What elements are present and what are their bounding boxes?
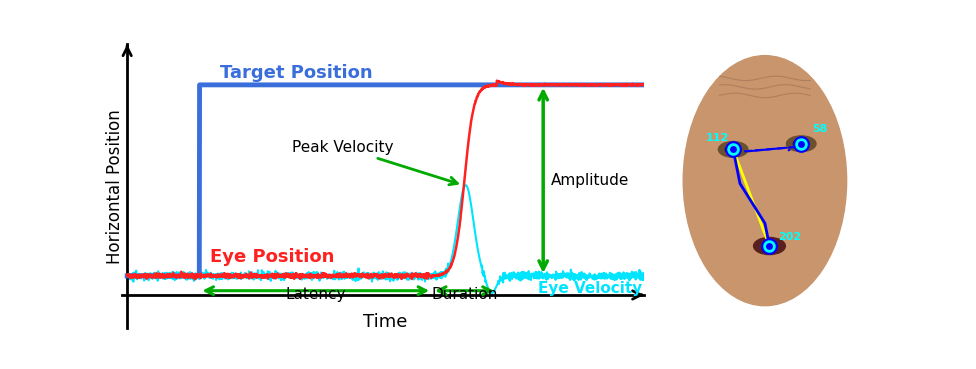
Text: 112: 112 xyxy=(706,133,729,143)
Text: Time: Time xyxy=(363,313,408,331)
Text: 202: 202 xyxy=(779,232,801,242)
Ellipse shape xyxy=(683,56,846,306)
Ellipse shape xyxy=(725,145,741,154)
Text: Amplitude: Amplitude xyxy=(550,173,630,188)
Text: 58: 58 xyxy=(813,124,828,134)
Text: Target Position: Target Position xyxy=(221,64,373,82)
Ellipse shape xyxy=(787,136,816,152)
Text: Latency: Latency xyxy=(286,287,346,302)
Ellipse shape xyxy=(793,139,809,148)
Text: Eye Position: Eye Position xyxy=(210,248,334,266)
Text: Eye Velocity: Eye Velocity xyxy=(538,280,642,296)
Y-axis label: Horizontal Position: Horizontal Position xyxy=(106,109,124,264)
Text: Peak Velocity: Peak Velocity xyxy=(292,140,458,185)
Text: Duration: Duration xyxy=(431,287,498,302)
Ellipse shape xyxy=(718,142,748,157)
Ellipse shape xyxy=(753,238,786,255)
